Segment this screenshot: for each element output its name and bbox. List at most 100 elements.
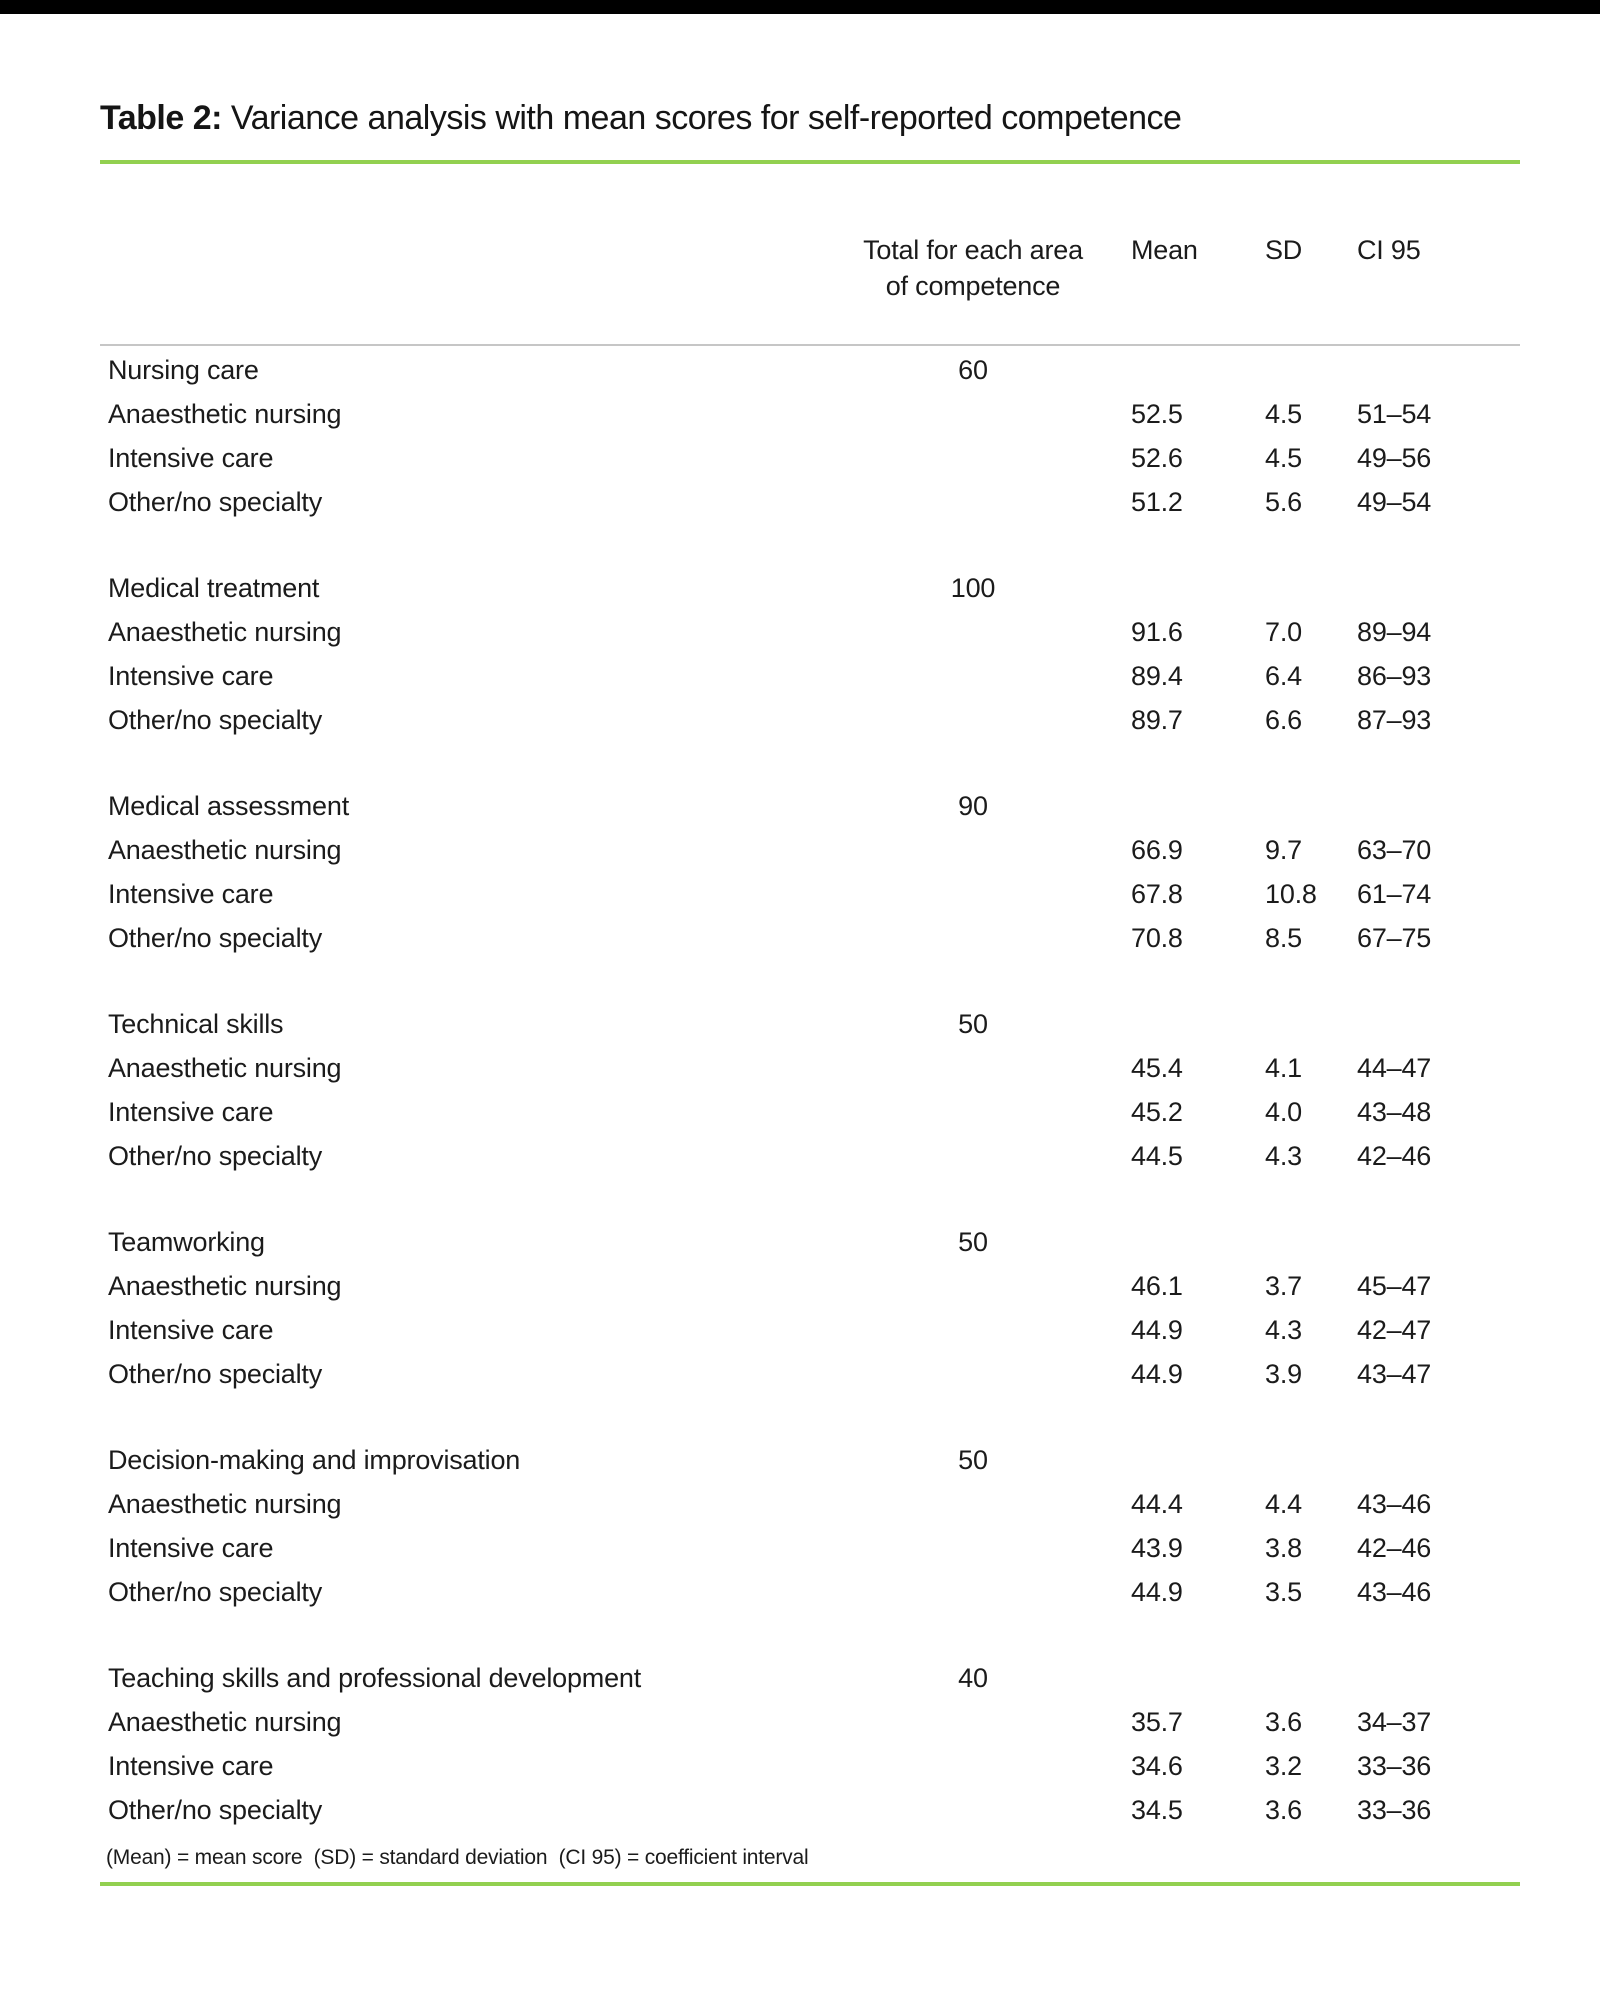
sd-value: 4.0 <box>1265 1097 1302 1127</box>
mean-value: 43.9 <box>1131 1533 1183 1563</box>
area-row: Technical skills 50 <box>100 1002 1520 1046</box>
table-caption: Variance analysis with mean scores for s… <box>230 99 1182 137</box>
area-row: Decision-making and improvisation 50 <box>100 1438 1520 1482</box>
mean-value: 51.2 <box>1131 487 1183 517</box>
area-name: Nursing care <box>108 355 259 385</box>
group-medical-treatment: Medical treatment 100 Anaesthetic nursin… <box>100 566 1520 742</box>
mean-value: 89.4 <box>1131 661 1183 691</box>
ci-value: 67–75 <box>1357 923 1432 953</box>
sd-value: 4.1 <box>1265 1053 1302 1083</box>
specialty-name: Other/no specialty <box>108 923 323 953</box>
specialty-row: Intensive care 44.9 4.3 42–47 <box>100 1308 1520 1352</box>
mean-value: 35.7 <box>1131 1707 1183 1737</box>
ci-value: 42–47 <box>1357 1315 1432 1345</box>
sd-value: 3.7 <box>1265 1271 1302 1301</box>
ci-value: 61–74 <box>1357 879 1432 909</box>
area-name: Teamworking <box>108 1227 265 1257</box>
specialty-row: Other/no specialty 89.7 6.6 87–93 <box>100 698 1520 742</box>
group-teaching-skills: Teaching skills and professional develop… <box>100 1656 1520 1832</box>
specialty-name: Other/no specialty <box>108 705 323 735</box>
table-number: Table 2: <box>100 99 222 137</box>
sd-value: 3.5 <box>1265 1577 1302 1607</box>
ci-value: 42–46 <box>1357 1141 1432 1171</box>
mean-value: 45.4 <box>1131 1053 1183 1083</box>
group-technical-skills: Technical skills 50 Anaesthetic nursing … <box>100 1002 1520 1178</box>
column-header-mean: Mean <box>1131 235 1198 265</box>
area-name: Decision-making and improvisation <box>108 1445 521 1475</box>
sd-value: 3.2 <box>1265 1751 1302 1781</box>
mean-value: 67.8 <box>1131 879 1183 909</box>
ci-value: 34–37 <box>1357 1707 1432 1737</box>
group-nursing-care: Nursing care 60 Anaesthetic nursing 52.5… <box>100 348 1520 524</box>
specialty-name: Anaesthetic nursing <box>108 617 342 647</box>
specialty-name: Anaesthetic nursing <box>108 1707 342 1737</box>
specialty-name: Anaesthetic nursing <box>108 1053 342 1083</box>
ci-value: 87–93 <box>1357 705 1432 735</box>
mean-value: 44.9 <box>1131 1577 1183 1607</box>
column-header-total: Total for each area of competence <box>863 235 1083 301</box>
specialty-row: Intensive care 43.9 3.8 42–46 <box>100 1526 1520 1570</box>
table-page: Table 2: Variance analysis with mean sco… <box>0 96 1600 1886</box>
specialty-row: Intensive care 45.2 4.0 43–48 <box>100 1090 1520 1134</box>
ci-value: 86–93 <box>1357 661 1432 691</box>
mean-value: 52.6 <box>1131 443 1183 473</box>
specialty-row: Intensive care 52.6 4.5 49–56 <box>100 436 1520 480</box>
area-total: 100 <box>950 573 996 603</box>
ci-value: 43–47 <box>1357 1359 1432 1389</box>
specialty-name: Intensive care <box>108 1751 274 1781</box>
column-header-sd: SD <box>1265 235 1303 265</box>
area-total: 50 <box>958 1009 988 1039</box>
sd-value: 4.5 <box>1265 443 1302 473</box>
sd-value: 10.8 <box>1265 879 1317 909</box>
area-row: Teaching skills and professional develop… <box>100 1656 1520 1700</box>
ci-value: 49–54 <box>1357 487 1432 517</box>
ci-value: 33–36 <box>1357 1795 1432 1825</box>
specialty-row: Anaesthetic nursing 45.4 4.1 44–47 <box>100 1046 1520 1090</box>
area-row: Teamworking 50 <box>100 1220 1520 1264</box>
table-footnote: (Mean) = mean score (SD) = standard devi… <box>106 1846 809 1869</box>
specialty-name: Intensive care <box>108 1097 274 1127</box>
area-total: 50 <box>958 1445 988 1475</box>
column-header-ci: CI 95 <box>1357 235 1421 265</box>
specialty-row: Anaesthetic nursing 35.7 3.6 34–37 <box>100 1700 1520 1744</box>
mean-value: 46.1 <box>1131 1271 1183 1301</box>
sd-value: 4.5 <box>1265 399 1302 429</box>
mean-value: 34.6 <box>1131 1751 1183 1781</box>
specialty-row: Other/no specialty 34.5 3.6 33–36 <box>100 1788 1520 1832</box>
ci-value: 33–36 <box>1357 1751 1432 1781</box>
sd-value: 3.8 <box>1265 1533 1302 1563</box>
mean-value: 44.9 <box>1131 1359 1183 1389</box>
ci-value: 49–56 <box>1357 443 1432 473</box>
area-row: Medical treatment 100 <box>100 566 1520 610</box>
mean-value: 91.6 <box>1131 617 1183 647</box>
sd-value: 4.3 <box>1265 1315 1302 1345</box>
specialty-name: Other/no specialty <box>108 487 323 517</box>
specialty-name: Anaesthetic nursing <box>108 399 342 429</box>
specialty-row: Other/no specialty 44.9 3.5 43–46 <box>100 1570 1520 1614</box>
ci-value: 43–46 <box>1357 1489 1432 1519</box>
specialty-row: Intensive care 89.4 6.4 86–93 <box>100 654 1520 698</box>
sd-value: 3.9 <box>1265 1359 1302 1389</box>
mean-value: 44.9 <box>1131 1315 1183 1345</box>
mean-value: 70.8 <box>1131 923 1183 953</box>
specialty-row: Other/no specialty 51.2 5.6 49–54 <box>100 480 1520 524</box>
specialty-row: Anaesthetic nursing 46.1 3.7 45–47 <box>100 1264 1520 1308</box>
area-name: Medical treatment <box>108 573 320 603</box>
mean-value: 45.2 <box>1131 1097 1183 1127</box>
specialty-name: Other/no specialty <box>108 1141 323 1171</box>
ci-value: 42–46 <box>1357 1533 1432 1563</box>
table-title: Table 2: Variance analysis with mean sco… <box>100 96 1600 140</box>
specialty-name: Intensive care <box>108 661 274 691</box>
specialty-row: Anaesthetic nursing 66.9 9.7 63–70 <box>100 828 1520 872</box>
sd-value: 7.0 <box>1265 617 1302 647</box>
specialty-row: Other/no specialty 44.5 4.3 42–46 <box>100 1134 1520 1178</box>
table-header-row: Total for each area of competence Mean S… <box>100 232 1520 304</box>
group-teamworking: Teamworking 50 Anaesthetic nursing 46.1 … <box>100 1220 1520 1396</box>
sd-value: 3.6 <box>1265 1707 1302 1737</box>
group-decision-making: Decision-making and improvisation 50 Ana… <box>100 1438 1520 1614</box>
specialty-name: Other/no specialty <box>108 1577 323 1607</box>
sd-value: 8.5 <box>1265 923 1302 953</box>
area-total: 50 <box>958 1227 988 1257</box>
area-total: 90 <box>958 791 988 821</box>
ci-value: 45–47 <box>1357 1271 1432 1301</box>
